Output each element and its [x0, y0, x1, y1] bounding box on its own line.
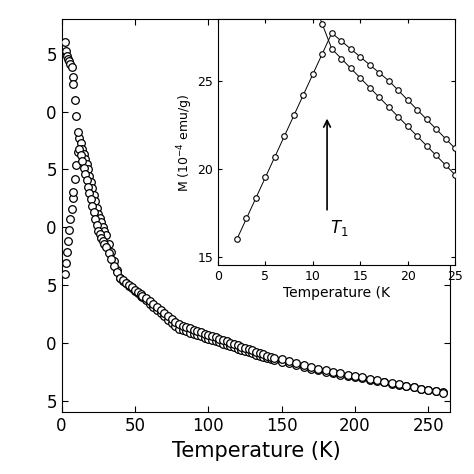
X-axis label: Temperature (K): Temperature (K) [172, 441, 340, 461]
X-axis label: Temperature (K: Temperature (K [283, 286, 390, 300]
Text: $T_1$: $T_1$ [330, 218, 348, 238]
Y-axis label: M (10$^{-4}$ emu/g): M (10$^{-4}$ emu/g) [175, 93, 194, 191]
